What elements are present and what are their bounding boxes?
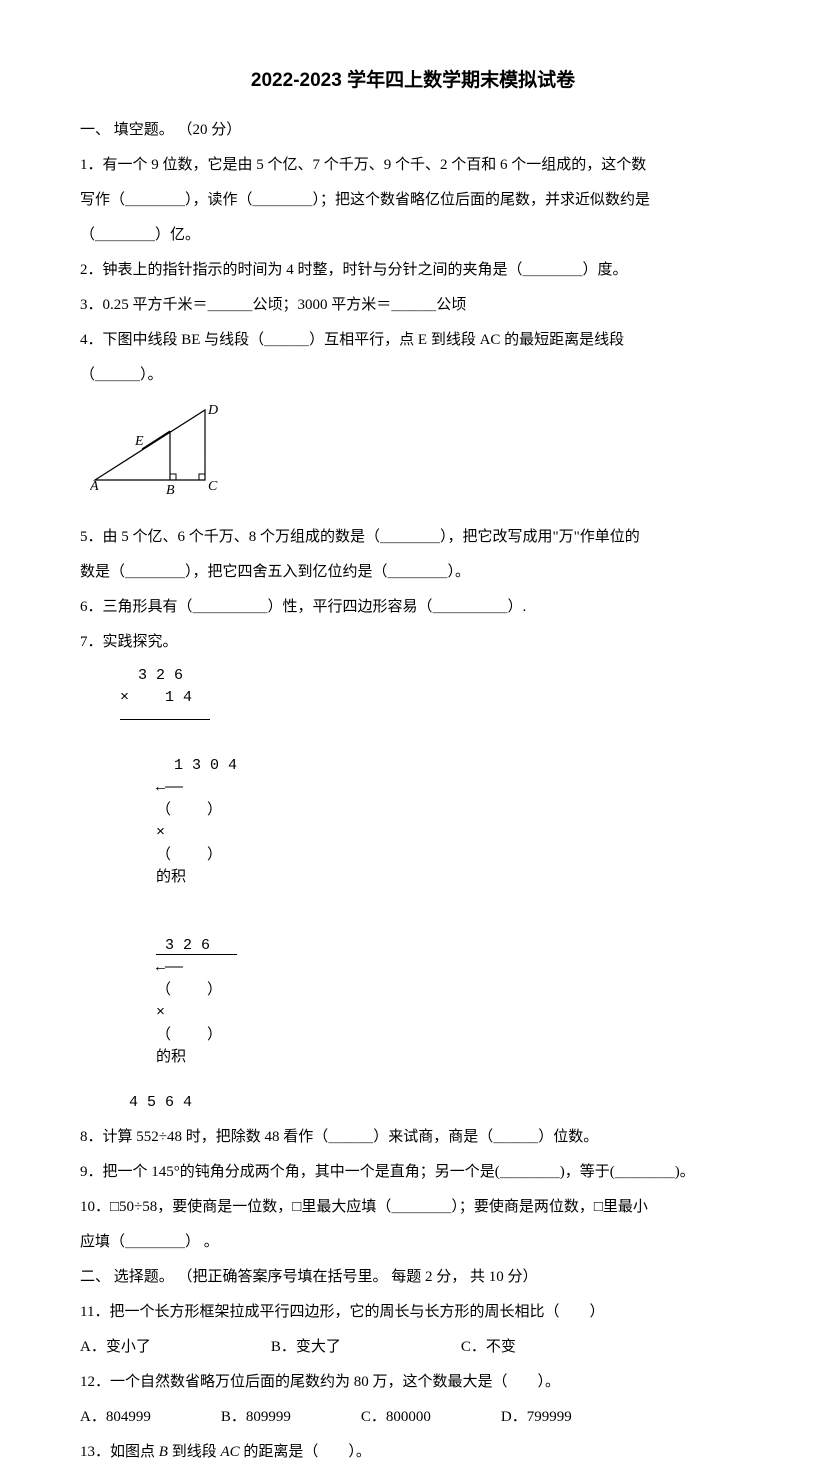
q12-opt-c: C．800000: [361, 1401, 431, 1434]
q13-part-c: 的距离是（ ）。: [243, 1444, 371, 1460]
times2: ×: [156, 1004, 165, 1021]
times: ×: [156, 824, 165, 841]
q5-line2: 数是（＿＿＿＿），把它四舍五入到亿位约是（＿＿＿＿）。: [80, 556, 746, 589]
label-D: D: [207, 403, 218, 418]
q12-opt-a: A．804999: [80, 1401, 151, 1434]
suffix: 的积: [156, 869, 186, 886]
q10-line2: 应填（＿＿＿＿） 。: [80, 1226, 746, 1259]
suffix2: 的积: [156, 1049, 186, 1066]
rp4: ）: [207, 1027, 222, 1044]
q5-line1: 5．由 5 个亿、6 个千万、8 个万组成的数是（＿＿＿＿），把它改写成用"万"…: [80, 521, 746, 554]
mul-n2: × 1 4: [120, 689, 192, 706]
mul-p2: 3 2 6: [156, 937, 210, 954]
q11-opt-b: B．变大了: [271, 1331, 341, 1364]
lp3: （: [156, 982, 171, 999]
q11-opt-a: A．变小了: [80, 1331, 151, 1364]
mul-result: 4 5 6 4: [120, 1092, 746, 1115]
q10-line1: 10．□50÷58，要使商是一位数，□里最大应填（＿＿＿＿）；要使商是两位数，□…: [80, 1191, 746, 1224]
section1-header: 一、 填空题。 （20 分）: [80, 114, 746, 147]
section2-header: 二、 选择题。 （把正确答案序号填在括号里。 每题 2 分， 共 10 分）: [80, 1261, 746, 1294]
q13: 13．如图点 B 到线段 AC 的距离是（ ）。: [80, 1436, 746, 1469]
mul-p1: 1 3 0 4: [156, 757, 237, 774]
q4-line1: 4．下图中线段 BE 与线段（＿＿＿）互相平行，点 E 到线段 AC 的最短距离…: [80, 324, 746, 357]
q13-italic-B: B: [159, 1444, 168, 1460]
q1-line1: 1．有一个 9 位数，它是由 5 个亿、7 个千万、9 个千、2 个百和 6 个…: [80, 149, 746, 182]
q3: 3．0.25 平方千米＝＿＿＿公顷；3000 平方米＝＿＿＿公顷: [80, 289, 746, 322]
rp3: ）: [207, 982, 222, 999]
q13-part-b: 到线段: [172, 1444, 217, 1460]
q9: 9．把一个 145°的钝角分成两个角，其中一个是直角；另一个是(＿＿＿＿)，等于…: [80, 1156, 746, 1189]
triangle-diagram: A B C D E: [90, 400, 746, 513]
lp: （: [156, 802, 171, 819]
q2: 2．钟表上的指针指示的时间为 4 时整，时针与分针之间的夹角是（＿＿＿＿）度。: [80, 254, 746, 287]
rp: ）: [207, 802, 222, 819]
q13-part-a: 13．如图点: [80, 1444, 155, 1460]
arrow-icon: ←——: [156, 779, 183, 796]
q8: 8．计算 552÷48 时，把除数 48 看作（＿＿＿）来试商，商是（＿＿＿）位…: [80, 1121, 746, 1154]
q12-options: A．804999 B．809999 C．800000 D．799999: [80, 1401, 746, 1434]
mul-n1: 3 2 6: [120, 665, 746, 688]
rp2: ）: [207, 847, 222, 864]
q7: 7．实践探究。: [80, 626, 746, 659]
label-B: B: [166, 483, 175, 498]
q1-line3: （＿＿＿＿）亿。: [80, 219, 746, 252]
label-E: E: [134, 434, 144, 449]
label-C: C: [208, 479, 218, 494]
lp4: （: [156, 1027, 171, 1044]
lp2: （: [156, 847, 171, 864]
q1-line2: 写作（＿＿＿＿），读作（＿＿＿＿）；把这个数省略亿位后面的尾数，并求近似数约是: [80, 184, 746, 217]
q11-options: A．变小了 B．变大了 C．不变: [80, 1331, 746, 1364]
q11-opt-c: C．不变: [461, 1331, 516, 1364]
q6: 6．三角形具有（＿＿＿＿＿）性，平行四边形容易（＿＿＿＿＿）.: [80, 591, 746, 624]
page-title: 2022-2023 学年四上数学期末模拟试卷: [80, 60, 746, 102]
multiplication-work: 3 2 6 × 1 4 1 3 0 4 ←—— （ ） × （ ） 的积 3 2…: [120, 665, 746, 1115]
q11: 11．把一个长方形框架拉成平行四边形，它的周长与长方形的周长相比（ ）: [80, 1296, 746, 1329]
arrow-icon-2: ←——: [156, 959, 183, 976]
q12: 12．一个自然数省略万位后面的尾数约为 80 万，这个数最大是（ ）。: [80, 1366, 746, 1399]
q12-opt-b: B．809999: [221, 1401, 291, 1434]
q4-line2: （＿＿＿）。: [80, 359, 746, 392]
label-A: A: [90, 479, 99, 494]
q13-italic-AC: AC: [220, 1444, 239, 1460]
q12-opt-d: D．799999: [501, 1401, 572, 1434]
